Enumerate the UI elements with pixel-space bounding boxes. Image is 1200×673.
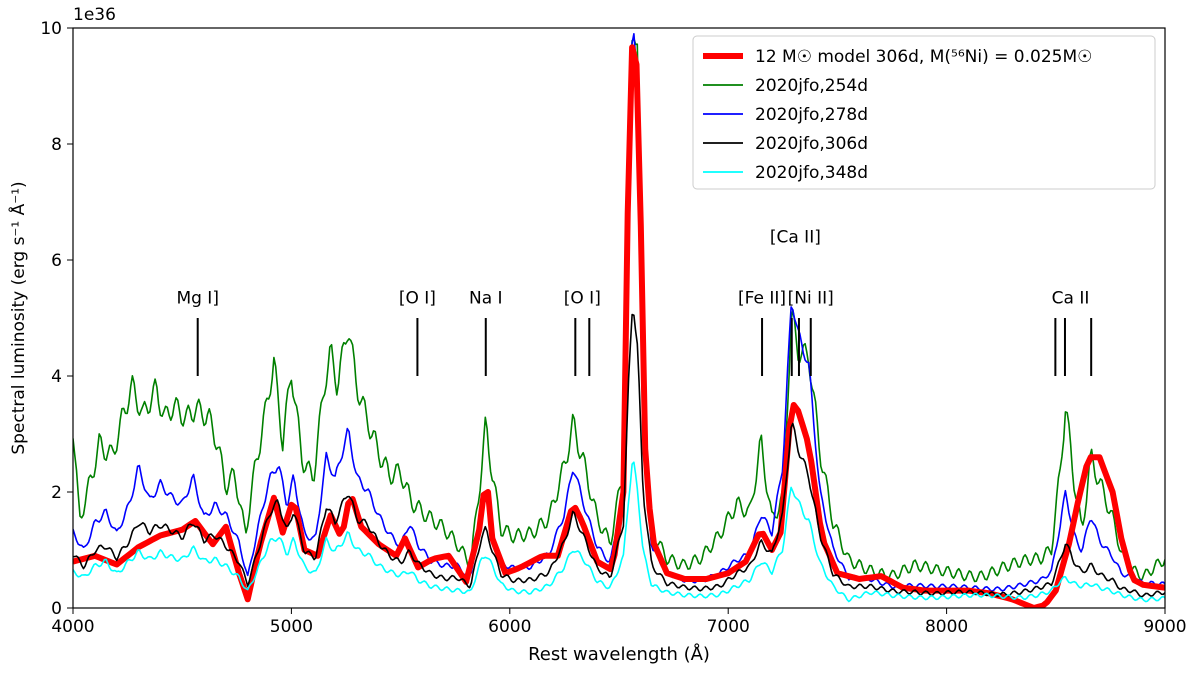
- x-tick-label: 9000: [1143, 617, 1186, 637]
- annotation-label: [Ca II]: [770, 228, 821, 248]
- annotation-label: [Fe II]: [738, 289, 786, 309]
- x-tick-label: 6000: [488, 617, 531, 637]
- annotation-label: [O I]: [399, 289, 436, 309]
- legend-label: 2020jfo,278d: [755, 105, 868, 125]
- legend-box: [692, 35, 1156, 190]
- annotation-label: Mg I]: [176, 289, 219, 309]
- legend-label: 12 M☉ model 306d, M(⁵⁶Ni) = 0.025M☉: [755, 47, 1092, 67]
- annotation-label: [O I]: [564, 289, 601, 309]
- y-offset-label: 1e36: [73, 5, 116, 25]
- x-tick-label: 5000: [270, 617, 313, 637]
- x-tick-label: 4000: [51, 617, 94, 637]
- x-tick-label: 8000: [925, 617, 968, 637]
- legend-label: 2020jfo,348d: [755, 163, 868, 183]
- y-tick-label: 0: [51, 599, 62, 619]
- series-line-3: [73, 313, 1165, 598]
- series-line-4: [73, 461, 1165, 603]
- y-tick-label: 6: [51, 251, 62, 271]
- annotation-label: [Ni II]: [788, 289, 834, 309]
- y-tick-label: 8: [51, 135, 62, 155]
- y-tick-label: 10: [40, 19, 62, 39]
- y-tick-label: 2: [51, 483, 62, 503]
- legend-label: 2020jfo,306d: [755, 134, 868, 154]
- y-axis-label: Spectral luminosity (erg s⁻¹ Å⁻¹): [7, 181, 29, 454]
- legend-label: 2020jfo,254d: [755, 76, 868, 96]
- x-axis-label: Rest wavelength (Å): [528, 643, 710, 665]
- series-line-1: [73, 37, 1165, 583]
- x-tick-label: 7000: [707, 617, 750, 637]
- plot-frame: [72, 27, 1166, 609]
- annotation-label: Na I: [469, 289, 503, 309]
- annotation-label: Ca II: [1052, 289, 1090, 309]
- y-tick-label: 4: [51, 367, 62, 387]
